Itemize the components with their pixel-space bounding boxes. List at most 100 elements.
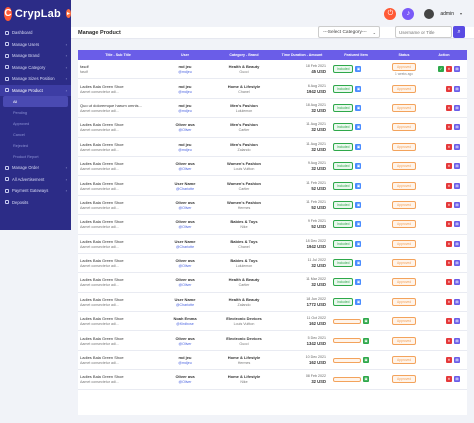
reject-button[interactable]: ✕ bbox=[446, 221, 452, 228]
user-handle-link[interactable]: @mdjeu bbox=[178, 70, 192, 75]
featured-toggle-button[interactable]: ▣ bbox=[355, 221, 362, 228]
reject-button[interactable]: ✕ bbox=[446, 124, 452, 131]
reject-button[interactable]: ✕ bbox=[446, 66, 452, 73]
reject-button[interactable]: ✕ bbox=[446, 298, 452, 305]
user-handle-link[interactable]: @Oliver bbox=[178, 167, 192, 172]
product-title[interactable]: Ladies Bala Green Shoe bbox=[80, 199, 124, 205]
view-button[interactable]: ▤ bbox=[454, 182, 460, 189]
featured-toggle-button[interactable]: ▣ bbox=[355, 260, 362, 267]
product-title[interactable]: Ladies Bala Green Shoe bbox=[80, 355, 124, 361]
reject-button[interactable]: ✕ bbox=[446, 279, 452, 286]
view-button[interactable]: ▤ bbox=[454, 318, 460, 325]
view-button[interactable]: ▤ bbox=[454, 279, 460, 286]
user-handle-link[interactable]: @Oliver bbox=[178, 283, 192, 288]
chevron-down-icon[interactable]: ▾ bbox=[459, 11, 462, 16]
featured-toggle-button[interactable]: ▣ bbox=[355, 143, 362, 150]
featured-toggle-button[interactable]: ▣ bbox=[363, 318, 369, 325]
user-handle-link[interactable]: @mdjeu bbox=[178, 147, 192, 152]
product-title[interactable]: Ladies Bala Green Shoe bbox=[80, 296, 124, 302]
logo[interactable]: C CrypLab ▸ bbox=[0, 0, 71, 27]
sidebar-item[interactable]: All Advertisement › bbox=[0, 174, 71, 186]
user-handle-link[interactable]: @Oliver bbox=[178, 225, 192, 230]
user-handle-link[interactable]: @Oliver bbox=[178, 264, 192, 269]
featured-toggle-button[interactable]: ▣ bbox=[355, 240, 362, 247]
user-handle-link[interactable]: @Oliver bbox=[178, 341, 192, 346]
product-title[interactable]: Ladies Bala Green Shoe bbox=[80, 161, 124, 167]
product-title[interactable]: Ladies Bala Green Shoe bbox=[80, 180, 124, 186]
reject-button[interactable]: ✕ bbox=[446, 163, 452, 170]
reject-button[interactable]: ✕ bbox=[446, 143, 452, 150]
sidebar-item[interactable]: Manage Sizes Position › bbox=[0, 73, 71, 85]
view-button[interactable]: ▤ bbox=[454, 124, 460, 131]
product-title[interactable]: Quo ut doloremque harum omnis... bbox=[80, 102, 142, 108]
reject-button[interactable]: ✕ bbox=[446, 337, 452, 344]
user-handle-link[interactable]: @Oliver bbox=[178, 380, 192, 385]
featured-toggle-button[interactable]: ▣ bbox=[363, 337, 369, 344]
product-title[interactable]: Ladies Bala Green Shoe bbox=[80, 374, 124, 380]
featured-toggle-button[interactable]: ▣ bbox=[363, 357, 369, 364]
view-button[interactable]: ▤ bbox=[454, 66, 460, 73]
view-button[interactable]: ▤ bbox=[454, 104, 460, 111]
user-handle-link[interactable]: @mdjeu bbox=[178, 108, 192, 113]
reject-button[interactable]: ✕ bbox=[446, 104, 452, 111]
approve-button[interactable]: ✓ bbox=[438, 66, 444, 73]
reject-button[interactable]: ✕ bbox=[446, 182, 452, 189]
sidebar-subitem[interactable]: Approved bbox=[0, 118, 71, 129]
view-button[interactable]: ▤ bbox=[454, 337, 460, 344]
search-input[interactable] bbox=[395, 26, 452, 38]
sidebar-item[interactable]: Payment Gateways › bbox=[0, 185, 71, 197]
featured-toggle-button[interactable]: ▣ bbox=[355, 279, 362, 286]
featured-toggle-button[interactable]: ▣ bbox=[355, 163, 362, 170]
product-title[interactable]: Ladies Bala Green Shoe bbox=[80, 122, 124, 128]
featured-toggle-button[interactable]: ▣ bbox=[355, 182, 362, 189]
product-title[interactable]: Ladies Bala Green Shoe bbox=[80, 335, 124, 341]
reject-button[interactable]: ✕ bbox=[446, 318, 452, 325]
user-handle-link[interactable]: @Kirdbcse bbox=[176, 322, 194, 327]
avatar[interactable] bbox=[424, 8, 435, 19]
search-button[interactable]: ⌕ bbox=[453, 26, 465, 38]
sidebar-subitem[interactable]: All bbox=[3, 96, 68, 107]
sidebar-item[interactable]: Manage Category › bbox=[0, 62, 71, 74]
reject-button[interactable]: ✕ bbox=[446, 357, 452, 364]
view-button[interactable]: ▤ bbox=[454, 260, 460, 267]
view-button[interactable]: ▤ bbox=[454, 357, 460, 364]
sidebar-item[interactable]: Manage Order › bbox=[0, 162, 71, 174]
reject-button[interactable]: ✕ bbox=[446, 240, 452, 247]
view-button[interactable]: ▤ bbox=[454, 201, 460, 208]
featured-toggle-button[interactable]: ▣ bbox=[355, 298, 362, 305]
view-button[interactable]: ▤ bbox=[454, 298, 460, 305]
reject-button[interactable]: ✕ bbox=[446, 260, 452, 267]
product-title[interactable]: Ladies Bala Green Shoe bbox=[80, 316, 124, 322]
user-handle-link[interactable]: @Chariotte bbox=[175, 302, 195, 307]
sidebar-subitem[interactable]: Product Report bbox=[0, 151, 71, 162]
sidebar-subitem[interactable]: Rejected bbox=[0, 140, 71, 151]
user-handle-link[interactable]: @Oliver bbox=[178, 128, 192, 133]
sidebar-item[interactable]: Deposits bbox=[0, 197, 71, 209]
user-handle-link[interactable]: @mdjeu bbox=[178, 89, 192, 94]
featured-toggle-button[interactable]: ▣ bbox=[355, 104, 362, 111]
user-handle-link[interactable]: @Chariotte bbox=[175, 186, 195, 191]
view-button[interactable]: ▤ bbox=[454, 376, 460, 383]
product-title[interactable]: Ladies Bala Green Shoe bbox=[80, 277, 124, 283]
user-handle-link[interactable]: @mdjeu bbox=[178, 361, 192, 366]
bell-icon[interactable]: ♪ bbox=[402, 7, 415, 20]
record-icon[interactable]: ⏻ bbox=[384, 7, 397, 20]
reject-button[interactable]: ✕ bbox=[446, 201, 452, 208]
product-title[interactable]: Ladies Bala Green Shoe bbox=[80, 141, 124, 147]
reject-button[interactable]: ✕ bbox=[446, 85, 452, 92]
product-title[interactable]: Ladies Bala Green Shoe bbox=[80, 258, 124, 264]
featured-toggle-button[interactable]: ▣ bbox=[363, 376, 369, 383]
reject-button[interactable]: ✕ bbox=[446, 376, 452, 383]
sidebar-subitem[interactable]: Cancel bbox=[0, 129, 71, 140]
product-title[interactable]: Ladies Bala Green Shoe bbox=[80, 238, 124, 244]
sidebar-item[interactable]: Manage Product › bbox=[0, 84, 71, 96]
sidebar-subitem[interactable]: Pending bbox=[0, 107, 71, 118]
view-button[interactable]: ▤ bbox=[454, 163, 460, 170]
sidebar-item[interactable]: Manage Users › bbox=[0, 39, 71, 51]
view-button[interactable]: ▤ bbox=[454, 240, 460, 247]
sidebar-item[interactable]: Manage Brand › bbox=[0, 50, 71, 62]
featured-toggle-button[interactable]: ▣ bbox=[355, 201, 362, 208]
product-title[interactable]: Ladies Bala Green Shoe bbox=[80, 219, 124, 225]
featured-toggle-button[interactable]: ▣ bbox=[355, 124, 362, 131]
category-select[interactable]: ---Select Category--- ⌄ bbox=[318, 26, 380, 38]
